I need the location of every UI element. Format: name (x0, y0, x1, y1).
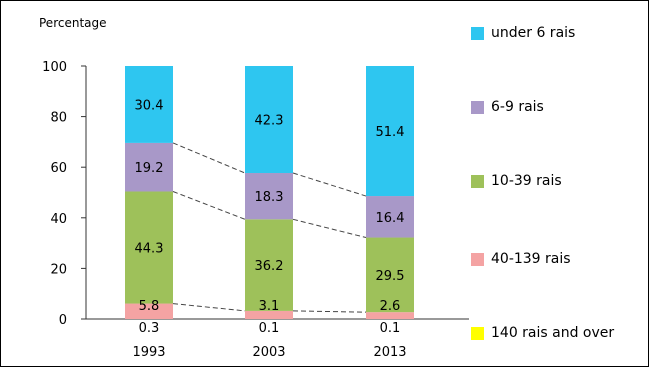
data-label: 29.5 (376, 269, 405, 284)
data-label: 42.3 (255, 114, 284, 129)
y-tick-label: 60 (50, 161, 67, 176)
data-label: 30.4 (135, 98, 164, 113)
y-tick-label: 100 (42, 60, 67, 75)
legend-item-140-over: 140 rais and over (471, 325, 614, 341)
legend-label-140-over: 140 rais and over (491, 325, 615, 341)
data-label: 3.1 (259, 299, 280, 314)
legend-item-under-6: under 6 rais (471, 25, 575, 41)
y-tick-label: 40 (50, 212, 67, 227)
legend-swatch-140-over (471, 326, 484, 340)
data-label: 19.2 (135, 161, 164, 176)
legend-swatch-10-39 (471, 174, 484, 188)
y-tick-label: 80 (50, 111, 67, 126)
data-label: 16.4 (376, 211, 405, 226)
bar-segment (366, 196, 414, 238)
legend-item-10-39: 10-39 rais (471, 173, 562, 189)
bar-segment (245, 173, 293, 220)
legend-swatch-40-139 (471, 252, 484, 266)
data-label: 18.3 (255, 190, 284, 205)
data-label: 51.4 (376, 125, 405, 140)
data-label: 0.1 (380, 321, 401, 336)
data-label: 0.1 (259, 321, 280, 336)
bar-segment (125, 303, 173, 319)
legend-label-40-139: 40-139 rais (491, 251, 571, 267)
legend: under 6 rais 6-9 rais 10-39 rais 40-139 … (471, 1, 646, 366)
y-axis-title: Percentage (39, 16, 107, 30)
connector-line (172, 142, 246, 174)
connector-line (292, 218, 367, 239)
bar-segment (245, 66, 293, 174)
data-label: 2.6 (380, 299, 401, 314)
x-tick-label: 2013 (373, 345, 406, 360)
legend-item-40-139: 40-139 rais (471, 251, 571, 267)
bar-segment (366, 312, 414, 319)
data-label: 0.3 (139, 321, 160, 336)
y-tick-label: 0 (59, 313, 67, 328)
x-tick-label: 2003 (252, 345, 285, 360)
legend-item-6-9: 6-9 rais (471, 99, 544, 115)
chart-plot: Percentage 0 20 40 60 80 100 1993 2003 2013 44.3 3… (39, 16, 469, 360)
data-label: 44.3 (135, 242, 164, 257)
bar-segment (125, 191, 173, 304)
legend-label-6-9: 6-9 rais (491, 99, 544, 115)
bar-segment (125, 142, 173, 192)
legend-swatch-6-9 (471, 100, 484, 114)
legend-label-10-39: 10-39 rais (491, 173, 562, 189)
y-tick-label: 20 (50, 262, 67, 277)
bar-segment (366, 66, 414, 197)
legend-label-under-6: under 6 rais (491, 25, 576, 41)
legend-swatch-under-6 (471, 26, 484, 40)
bar-segment (125, 66, 173, 143)
data-label: 36.2 (255, 259, 284, 274)
connector-line (292, 172, 367, 197)
connector-line (292, 310, 367, 313)
x-tick-label: 1993 (132, 345, 165, 360)
bar-segment (245, 219, 293, 311)
data-label: 5.8 (139, 299, 160, 314)
bar-segment (245, 310, 293, 319)
bar-segment (366, 237, 414, 313)
connector-line (172, 191, 246, 220)
connector-line (172, 303, 246, 312)
